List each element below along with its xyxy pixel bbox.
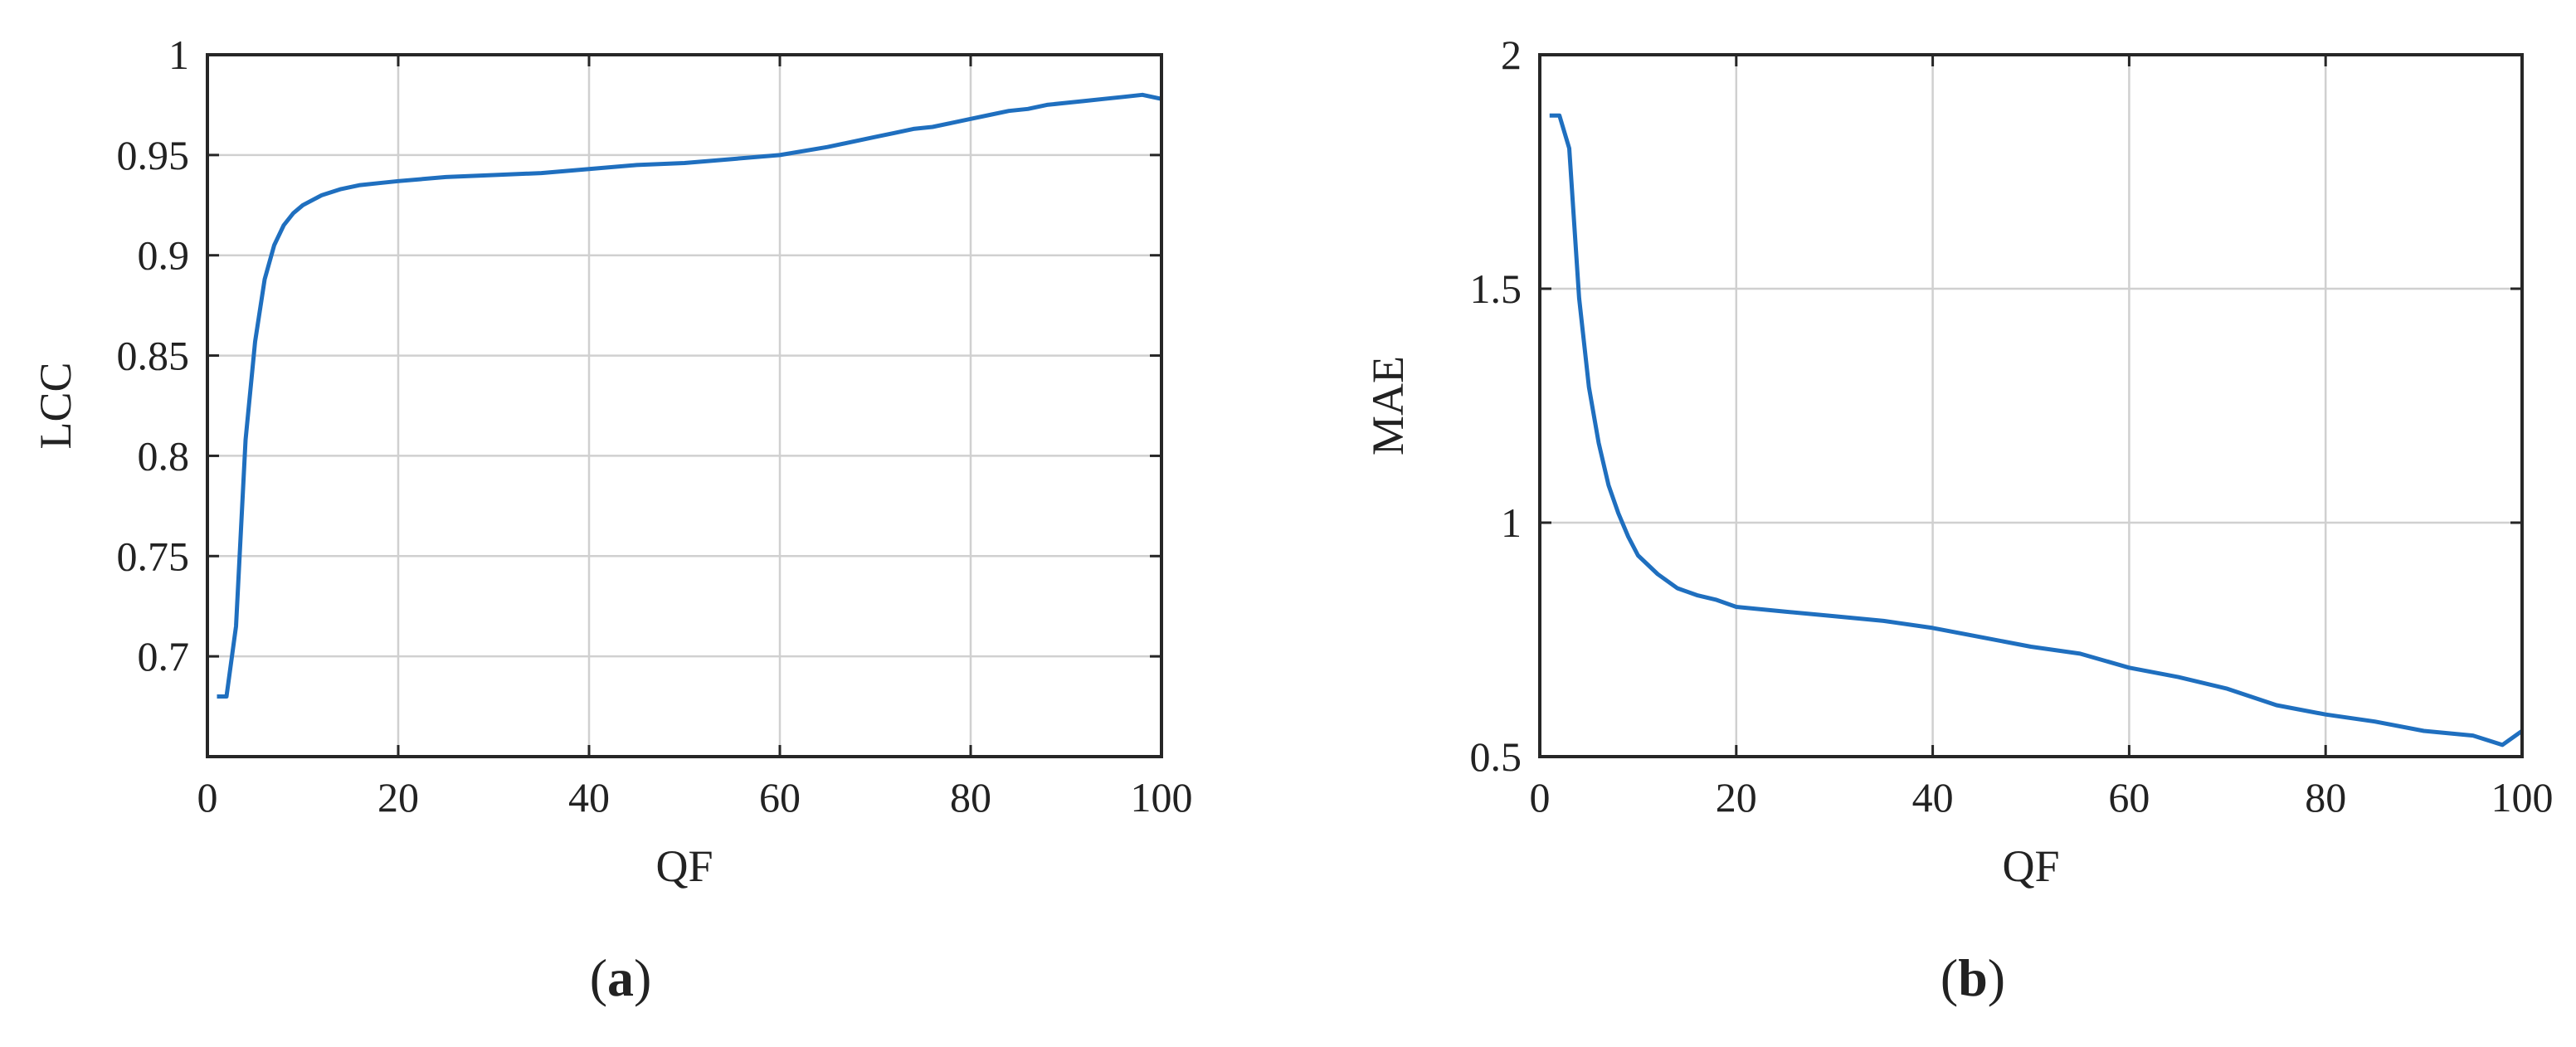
y-axis-label: MAE <box>1363 356 1413 455</box>
panel-b: 0 20 40 60 80 100 0.5 1 1.5 2 QF MAE (b) <box>1363 32 2554 1007</box>
x-tick-label: 100 <box>2491 774 2554 821</box>
x-tick-label: 0 <box>197 774 218 821</box>
x-tick-label: 0 <box>1530 774 1551 821</box>
y-tick-label: 1 <box>1501 499 1522 546</box>
x-tick-label: 20 <box>377 774 419 821</box>
x-tick-label: 100 <box>1131 774 1193 821</box>
plot-frame <box>1538 53 2524 758</box>
panel-a: 0 20 40 60 80 100 0.7 0.75 0.8 0.85 0.9 0.95 1 QF LCC (… <box>31 32 1193 1007</box>
y-tick-label: 1.5 <box>1470 265 1522 312</box>
y-tick-label: 0.95 <box>117 132 190 178</box>
y-tick-label: 0.9 <box>138 232 190 279</box>
y-tick-label: 1 <box>168 32 189 78</box>
plot-frame <box>206 53 1163 758</box>
y-tick-label: 0.75 <box>117 533 190 579</box>
y-tick-label: 0.8 <box>138 432 190 479</box>
panel-caption: (a) <box>590 948 652 1007</box>
series-line <box>1549 113 2524 748</box>
y-tick-label: 2 <box>1501 32 1522 78</box>
x-tick-label: 80 <box>2305 774 2346 821</box>
y-tick-label: 0.85 <box>117 333 190 379</box>
x-tick-label: 20 <box>1716 774 1757 821</box>
y-tick-label: 0.5 <box>1470 733 1522 780</box>
series-line <box>217 92 1162 699</box>
x-axis-label: QF <box>655 841 713 891</box>
x-tick-label: 40 <box>1912 774 1954 821</box>
x-axis-label: QF <box>2002 841 2059 891</box>
x-tick-label: 80 <box>950 774 991 821</box>
x-tick-label: 40 <box>568 774 610 821</box>
y-tick-label: 0.7 <box>138 633 190 679</box>
y-axis-label: LCC <box>31 362 80 449</box>
x-tick-label: 60 <box>759 774 801 821</box>
x-tick-label: 60 <box>2108 774 2150 821</box>
panel-caption: (b) <box>1941 948 2005 1007</box>
